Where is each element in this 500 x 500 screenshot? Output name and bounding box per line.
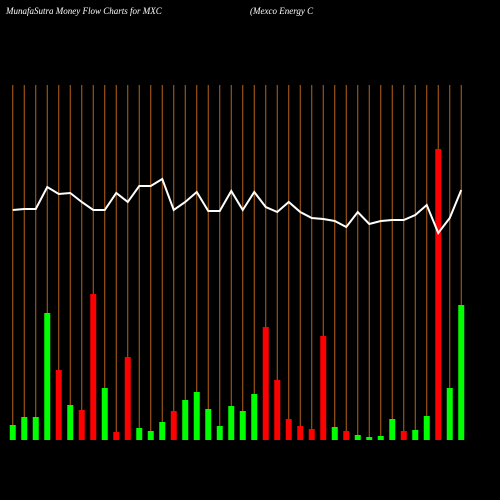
bar [274,380,281,440]
bar [55,370,62,440]
bar [228,406,235,440]
bar [147,431,154,440]
bar [67,405,74,440]
bar [343,431,350,440]
bar [308,429,315,440]
bar [285,419,292,440]
bar [297,426,304,440]
bar [377,436,384,440]
bar [400,431,407,440]
money-flow-line [12,177,463,235]
bar [78,410,85,440]
bar [412,430,419,440]
bar [239,411,246,440]
bar [331,427,338,440]
bar [90,294,97,440]
bar [32,417,39,440]
bar [136,428,143,440]
bar [251,394,258,440]
bar [366,437,373,440]
bar [44,313,51,440]
chart-subtitle: (Mexco Energy C [250,6,314,16]
bar [193,392,200,440]
bar [423,416,430,440]
bar [101,388,108,440]
bar [389,419,396,440]
bar [216,426,223,440]
bar [320,336,327,440]
bar [159,422,166,440]
bar [205,409,212,440]
bar [354,435,361,440]
bar [124,357,131,440]
bar [21,417,28,440]
bar [9,425,16,440]
bar [262,327,269,440]
bar [435,149,442,440]
bar [458,305,465,440]
chart-title: MunafaSutra Money Flow Charts for MXC [5,6,163,16]
bar [182,400,189,440]
bar [170,411,177,440]
bar [113,432,120,440]
bar [446,388,453,440]
